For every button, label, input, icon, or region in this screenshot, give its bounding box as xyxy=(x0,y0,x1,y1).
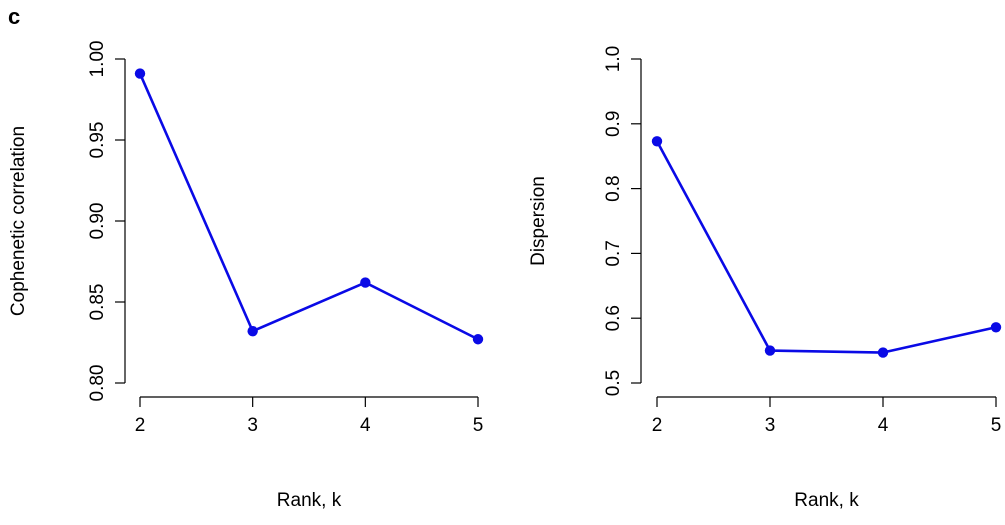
cophenetic-series-line xyxy=(138,73,479,341)
dispersion-y-tick-label: 1.0 xyxy=(603,46,624,72)
dispersion-data-point xyxy=(990,322,1002,333)
cophenetic-x-tick-label: 4 xyxy=(360,415,371,436)
dispersion-y-tick-label: 0.8 xyxy=(603,175,624,201)
dispersion-data-point xyxy=(877,347,889,358)
dispersion-x-tick-label: 4 xyxy=(878,415,889,436)
cophenetic-data-point xyxy=(360,277,371,288)
cophenetic-x-axis-label: Rank, k xyxy=(277,490,342,511)
dispersion-y-tick-label: 0.6 xyxy=(603,305,624,331)
dispersion-x-tick-label: 5 xyxy=(991,415,1002,436)
dispersion-chart: 0.5 0.6 0.7 0.8 0.9 1.0 2 3 4 5 Rank, k Dispersion xyxy=(528,46,1001,511)
cophenetic-y-tick-label: 0.90 xyxy=(87,203,108,240)
dispersion-x-axis-label: Rank, k xyxy=(794,490,859,511)
dispersion-data-point xyxy=(651,136,663,147)
cophenetic-data-point xyxy=(472,334,484,345)
cophenetic-chart: 0.80 0.85 0.90 0.95 1.00 2 3 4 5 Rank, k Copheneti… xyxy=(8,41,483,511)
cophenetic-data-point xyxy=(134,68,146,79)
cophenetic-y-tick-label: 0.85 xyxy=(87,284,108,321)
dispersion-y-tick-label: 0.9 xyxy=(603,111,624,137)
cophenetic-y-tick-label: 0.80 xyxy=(87,365,108,402)
dispersion-series-line xyxy=(655,140,997,354)
dispersion-data-point xyxy=(764,345,776,356)
cophenetic-x-tick-label: 3 xyxy=(247,415,258,436)
cophenetic-y-tick-label: 0.95 xyxy=(87,122,108,159)
panel-label: c xyxy=(8,4,20,29)
dispersion-y-tick-label: 0.7 xyxy=(603,240,624,266)
cophenetic-x-tick-label: 5 xyxy=(473,415,484,436)
dispersion-x-tick-label: 2 xyxy=(652,415,663,436)
dispersion-y-axis-label: Dispersion xyxy=(528,176,549,266)
cophenetic-y-tick-label: 1.00 xyxy=(87,41,108,78)
cophenetic-data-point xyxy=(247,325,258,337)
dispersion-x-tick-label: 3 xyxy=(765,415,776,436)
cophenetic-x-tick-label: 2 xyxy=(135,415,146,436)
dispersion-y-tick-label: 0.5 xyxy=(603,370,624,396)
cophenetic-y-axis-label: Cophenetic correlation xyxy=(8,126,29,316)
